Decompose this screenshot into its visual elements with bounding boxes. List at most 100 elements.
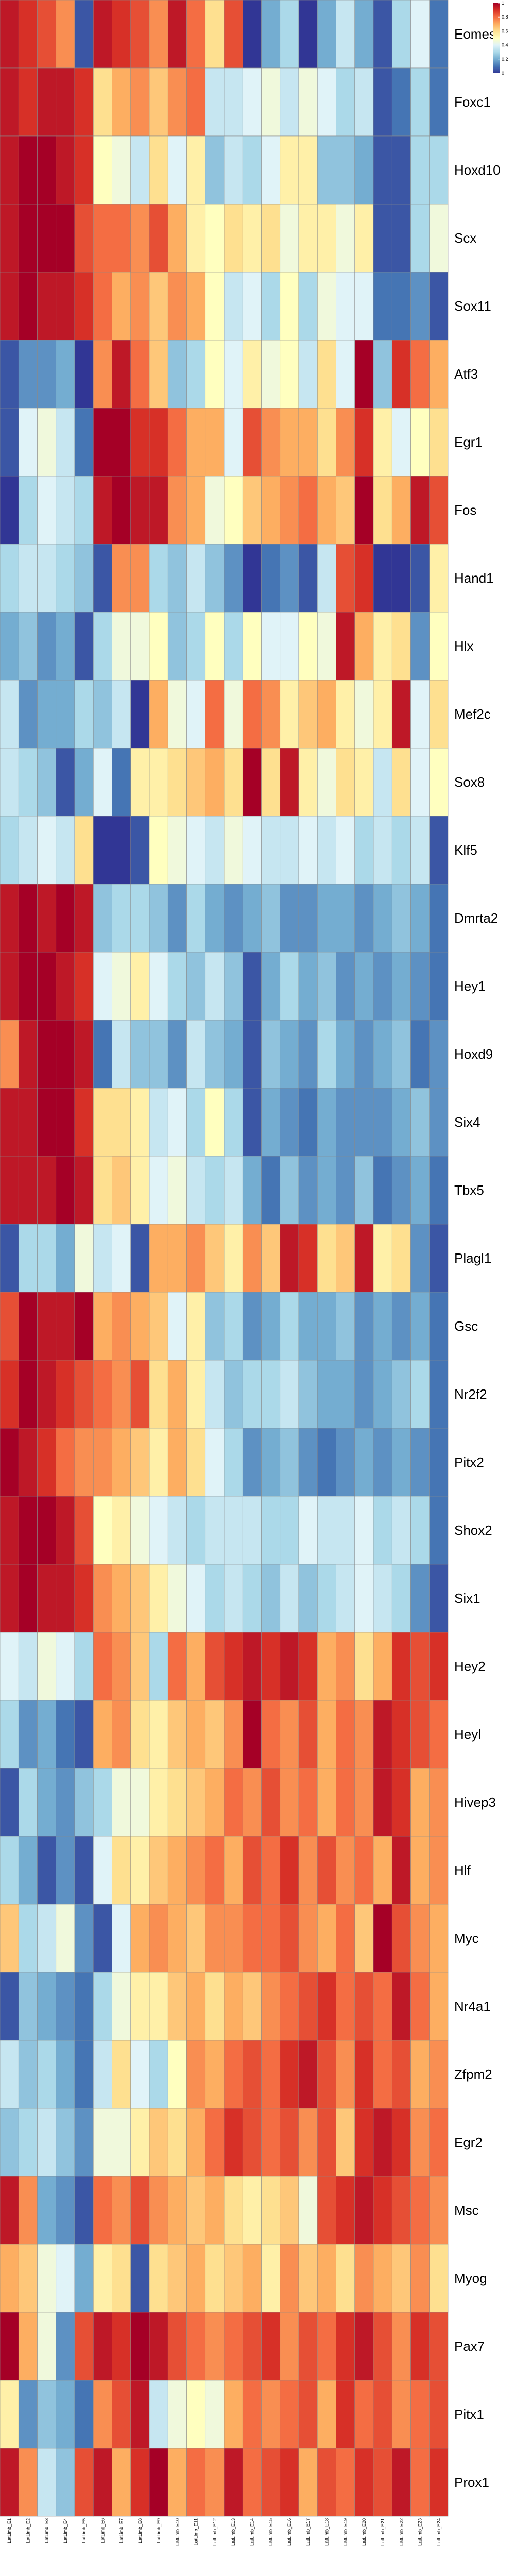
heatmap-cell-hlx-5	[74, 612, 94, 681]
heatmap-cell-pax7-15	[261, 2312, 281, 2381]
heatmap-cell-scx-9	[149, 204, 168, 273]
heatmap-cell-hlx-4	[56, 612, 75, 681]
row-label-eomes: Eomes	[454, 26, 496, 42]
heatmap-cell-nr2f2-7	[112, 1360, 131, 1429]
heatmap-cell-tbx5-19	[336, 1156, 355, 1225]
heatmap-cell-myog-15	[261, 2244, 281, 2313]
heatmap-cell-heyl-4	[56, 1700, 75, 1769]
heatmap-cell-hand1-17	[298, 544, 318, 613]
heatmap-cell-hlx-6	[93, 612, 112, 681]
heatmap-cell-prox1-5	[74, 2448, 94, 2517]
heatmap-cell-pax7-17	[298, 2312, 318, 2381]
heatmap-cell-prox1-13	[224, 2448, 243, 2517]
heatmap-cell-pitx2-12	[205, 1428, 225, 1497]
heatmap-cell-mef2c-4	[56, 680, 75, 749]
heatmap-cell-hey2-19	[336, 1632, 355, 1701]
heatmap-cell-myog-22	[391, 2244, 411, 2313]
heatmap-cell-hey1-1	[0, 952, 19, 1021]
heatmap-cell-myog-20	[354, 2244, 374, 2313]
heatmap-cell-hivep3-6	[93, 1768, 112, 1837]
heatmap-cell-gsc-17	[298, 1292, 318, 1361]
heatmap-cell-hey2-8	[130, 1632, 150, 1701]
heatmap-cell-zfpm2-18	[317, 2040, 336, 2109]
heatmap-cell-scx-12	[205, 204, 225, 273]
heatmap-cell-shox2-15	[261, 1496, 281, 1565]
row-label-hivep3: Hivep3	[454, 1794, 496, 1810]
heatmap-cell-plagl1-6	[93, 1224, 112, 1293]
heatmap-cell-myog-11	[186, 2244, 206, 2313]
heatmap-cell-nr2f2-9	[149, 1360, 168, 1429]
heatmap-cell-pax7-21	[373, 2312, 392, 2381]
heatmap-cell-zfpm2-24	[429, 2040, 449, 2109]
heatmap-cell-hlx-21	[373, 612, 392, 681]
heatmap-cell-hlx-22	[391, 612, 411, 681]
heatmap-cell-foxc1-14	[242, 67, 262, 137]
heatmap-cell-fos-2	[18, 476, 38, 545]
row-label-six4: Six4	[454, 1114, 480, 1130]
heatmap-cell-egr1-14	[242, 408, 262, 477]
heatmap-cell-atf3-1	[0, 340, 19, 409]
heatmap-cell-gsc-22	[391, 1292, 411, 1361]
heatmap-cell-foxc1-22	[391, 67, 411, 137]
heatmap-cell-foxc1-15	[261, 67, 281, 137]
heatmap-cell-eomes-8	[130, 0, 150, 69]
heatmap-cell-heyl-16	[280, 1700, 299, 1769]
heatmap-cell-hand1-23	[410, 544, 430, 613]
heatmap-cell-sox8-6	[93, 748, 112, 817]
heatmap-cell-egr2-19	[336, 2108, 355, 2177]
heatmap-cell-fos-1	[0, 476, 19, 545]
heatmap-cell-heyl-7	[112, 1700, 131, 1769]
heatmap-cell-shox2-18	[317, 1496, 336, 1565]
heatmap-cell-heyl-12	[205, 1700, 225, 1769]
heatmap-cell-six4-9	[149, 1088, 168, 1157]
heatmap-cell-sox8-17	[298, 748, 318, 817]
heatmap-cell-foxc1-20	[354, 67, 374, 137]
heatmap-cell-heyl-14	[242, 1700, 262, 1769]
heatmap-cell-six1-16	[280, 1564, 299, 1633]
heatmap-cell-atf3-14	[242, 340, 262, 409]
heatmap-cell-pitx2-16	[280, 1428, 299, 1497]
heatmap-cell-hand1-8	[130, 544, 150, 613]
heatmap-cell-tbx5-20	[354, 1156, 374, 1225]
heatmap-cell-egr2-7	[112, 2108, 131, 2177]
row-label-hlf: Hlf	[454, 1862, 471, 1878]
heatmap-cell-shox2-16	[280, 1496, 299, 1565]
heatmap-cell-myc-11	[186, 1904, 206, 1973]
heatmap-cell-hoxd10-18	[317, 135, 336, 205]
heatmap-cell-hoxd10-15	[261, 135, 281, 205]
heatmap-cell-prox1-12	[205, 2448, 225, 2517]
heatmap-cell-zfpm2-17	[298, 2040, 318, 2109]
heatmap-cell-sox11-2	[18, 272, 38, 341]
heatmap-cell-eomes-6	[93, 0, 112, 69]
heatmap-cell-eomes-21	[373, 0, 392, 69]
heatmap-cell-egr2-15	[261, 2108, 281, 2177]
column-label-17: LatLimb_E17	[305, 2518, 311, 2546]
heatmap-cell-mef2c-14	[242, 680, 262, 749]
heatmap-cell-tbx5-6	[93, 1156, 112, 1225]
heatmap-cell-hand1-14	[242, 544, 262, 613]
heatmap-cell-pitx1-22	[391, 2380, 411, 2449]
heatmap-cell-heyl-19	[336, 1700, 355, 1769]
heatmap-cell-zfpm2-8	[130, 2040, 150, 2109]
heatmap-cell-hand1-1	[0, 544, 19, 613]
heatmap-cell-gsc-19	[336, 1292, 355, 1361]
heatmap-cell-pitx1-20	[354, 2380, 374, 2449]
heatmap-cell-hey1-12	[205, 952, 225, 1021]
heatmap-cell-scx-16	[280, 204, 299, 273]
heatmap-cell-shox2-7	[112, 1496, 131, 1565]
heatmap-cell-zfpm2-14	[242, 2040, 262, 2109]
heatmap-cell-zfpm2-4	[56, 2040, 75, 2109]
heatmap-cell-nr2f2-22	[391, 1360, 411, 1429]
heatmap-cell-prox1-20	[354, 2448, 374, 2517]
heatmap-cell-fos-17	[298, 476, 318, 545]
heatmap-cell-nr4a1-22	[391, 1972, 411, 2041]
heatmap-cell-hoxd9-22	[391, 1020, 411, 1089]
heatmap-cell-atf3-13	[224, 340, 243, 409]
heatmap-cell-sox11-18	[317, 272, 336, 341]
heatmap-cell-hey2-4	[56, 1632, 75, 1701]
heatmap-cell-zfpm2-7	[112, 2040, 131, 2109]
heatmap-cell-tbx5-17	[298, 1156, 318, 1225]
heatmap-cell-msc-16	[280, 2176, 299, 2245]
heatmap-cell-hey1-23	[410, 952, 430, 1021]
heatmap-cell-hlx-10	[167, 612, 187, 681]
